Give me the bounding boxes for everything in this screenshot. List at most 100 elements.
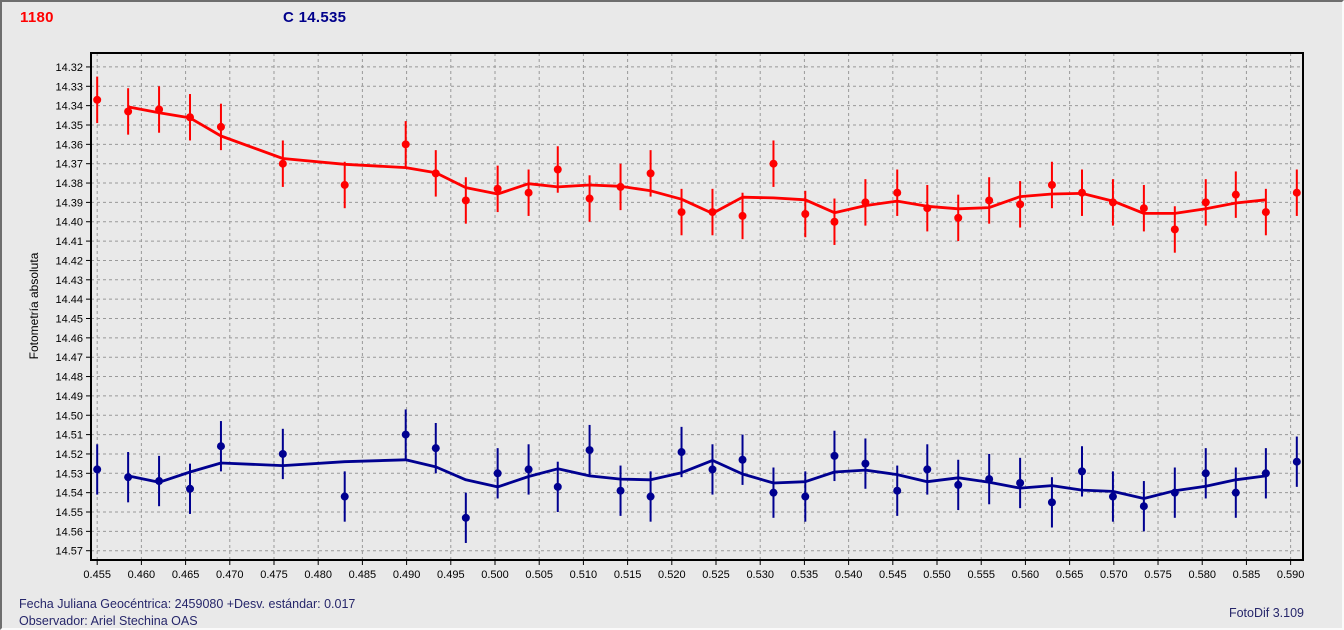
data-point <box>431 169 440 178</box>
data-point <box>985 475 994 484</box>
data-point <box>461 513 470 522</box>
data-point <box>1139 204 1148 213</box>
data-point <box>923 204 932 213</box>
y-tick-label: 14.55 <box>55 507 83 519</box>
x-tick-label: 0.545 <box>879 569 907 581</box>
x-tick-label: 0.495 <box>437 569 465 581</box>
y-tick-label: 14.40 <box>55 217 83 229</box>
y-tick-label: 14.54 <box>55 488 83 500</box>
data-point <box>1047 180 1056 189</box>
data-point <box>278 449 287 458</box>
data-point <box>830 451 839 460</box>
julian-date-label: Fecha Juliana Geocéntrica: 2459080 + <box>19 597 235 611</box>
series-1180 <box>93 76 1301 253</box>
x-tick-label: 0.455 <box>83 569 111 581</box>
x-tick-label: 0.500 <box>481 569 509 581</box>
data-point <box>893 188 902 197</box>
data-point <box>954 480 963 489</box>
data-point <box>524 188 533 197</box>
data-point <box>985 196 994 205</box>
data-point <box>186 113 195 122</box>
series-layer <box>93 76 1301 543</box>
data-point <box>1047 498 1056 507</box>
data-point <box>1261 208 1270 217</box>
data-point <box>1016 200 1025 209</box>
data-point <box>493 184 502 193</box>
data-point <box>861 459 870 468</box>
data-point <box>923 465 932 474</box>
y-tick-label: 14.39 <box>55 197 83 209</box>
data-point <box>708 208 717 217</box>
data-point <box>708 465 717 474</box>
data-point <box>677 448 686 457</box>
y-tick-label: 14.33 <box>55 81 83 93</box>
data-point <box>769 159 778 168</box>
x-tick-label: 0.575 <box>1144 569 1172 581</box>
axis-tick-layer: 0.455 0.460 0.465 0.470 0.475 0.480 0.485 0.490… <box>55 62 1304 581</box>
x-tick-label: 0.470 <box>216 569 244 581</box>
y-tick-label: 14.49 <box>55 391 83 403</box>
y-tick-label: 14.42 <box>55 255 83 267</box>
data-point <box>1201 198 1210 207</box>
data-point <box>616 486 625 495</box>
grid-layer <box>91 53 1303 560</box>
data-point <box>893 486 902 495</box>
y-tick-label: 14.57 <box>55 546 83 558</box>
x-tick-label: 0.525 <box>702 569 730 581</box>
x-tick-label: 0.555 <box>967 569 995 581</box>
data-point <box>738 211 747 220</box>
data-point <box>124 107 133 116</box>
y-tick-label: 14.50 <box>55 410 83 422</box>
data-point <box>553 482 562 491</box>
y-tick-label: 14.32 <box>55 62 83 74</box>
data-point <box>186 484 195 493</box>
data-point <box>585 446 594 455</box>
smoothed-line <box>127 458 1267 500</box>
y-tick-label: 14.48 <box>55 372 83 384</box>
x-tick-label: 0.570 <box>1100 569 1128 581</box>
data-point <box>1201 469 1210 478</box>
series-c-14.535 <box>93 409 1301 543</box>
x-tick-label: 0.540 <box>835 569 863 581</box>
data-point <box>677 208 686 217</box>
data-point <box>1292 188 1301 197</box>
x-tick-label: 0.505 <box>525 569 553 581</box>
y-tick-label: 14.35 <box>55 120 83 132</box>
data-point <box>216 442 225 451</box>
x-tick-label: 0.460 <box>128 569 156 581</box>
y-tick-label: 14.47 <box>55 352 83 364</box>
comparison-star-label: C 14.535 <box>283 9 347 26</box>
x-tick-label: 0.490 <box>393 569 421 581</box>
x-tick-label: 0.565 <box>1056 569 1084 581</box>
data-point <box>1077 188 1086 197</box>
x-tick-label: 0.520 <box>658 569 686 581</box>
data-point <box>461 196 470 205</box>
y-tick-label: 14.51 <box>55 430 83 442</box>
y-tick-label: 14.45 <box>55 313 83 325</box>
data-point <box>1261 469 1270 478</box>
data-point <box>1231 190 1240 199</box>
x-tick-label: 0.590 <box>1277 569 1305 581</box>
y-tick-label: 14.44 <box>55 294 83 306</box>
data-point <box>278 159 287 168</box>
data-point <box>155 477 164 486</box>
data-point <box>801 210 810 219</box>
y-tick-label: 14.56 <box>55 526 83 538</box>
app-version-label: FotoDif 3.109 <box>1228 606 1304 620</box>
y-tick-label: 14.46 <box>55 333 83 345</box>
x-tick-label: 0.580 <box>1188 569 1216 581</box>
data-point <box>1170 488 1179 497</box>
data-point <box>124 473 133 482</box>
data-point <box>493 469 502 478</box>
data-point <box>646 492 655 501</box>
data-point <box>1108 492 1117 501</box>
data-point <box>340 180 349 189</box>
x-tick-label: 0.530 <box>746 569 774 581</box>
data-point <box>1292 457 1301 466</box>
data-point <box>155 105 164 114</box>
data-point <box>738 455 747 464</box>
frame-layer <box>90 52 1304 561</box>
x-tick-label: 0.535 <box>791 569 819 581</box>
data-point <box>1231 488 1240 497</box>
